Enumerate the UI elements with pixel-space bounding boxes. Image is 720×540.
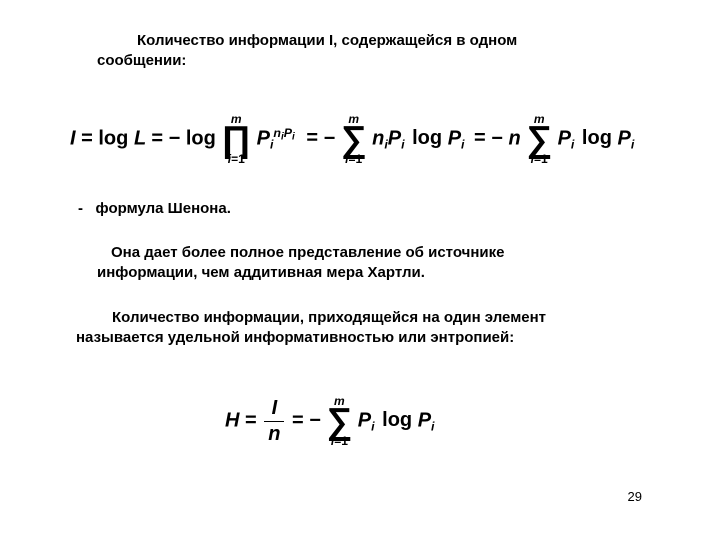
sym-eqH: = (245, 409, 262, 431)
sym-P: P (257, 127, 270, 149)
page-number: 29 (628, 489, 642, 504)
para2-line2: информации, чем аддитивная мера Хартли. (97, 264, 425, 281)
sub-i6: i (631, 138, 634, 152)
sym-n2: n (509, 127, 521, 149)
para3-line2: называется удельной информативностью или… (76, 329, 514, 346)
sym-eq4: = (474, 127, 491, 149)
sym-P5: P (617, 127, 630, 149)
sym-PH: P (358, 409, 371, 431)
sym-minus3: − (491, 127, 503, 149)
sym-eq2: = (151, 127, 168, 149)
sym-P2: P (388, 127, 401, 149)
paragraph-intro: Количество информации I, содержащейся в … (97, 31, 617, 72)
para3-line1: Количество информации, приходящейся на о… (112, 309, 546, 326)
frac-I-over-n: I n (264, 397, 284, 446)
para1-line2: сообщении: (97, 52, 186, 69)
sub-i5: i (571, 138, 574, 152)
sup-nP: niPi (273, 126, 294, 140)
prod-operator: m ∏ i=1 (221, 113, 251, 165)
sym-P4: P (558, 127, 571, 149)
formula-shannon: I = log L = − log m ∏ i=1 PiniPi = − m ∑… (70, 113, 634, 165)
sym-H: H (225, 409, 239, 431)
slide: Количество информации I, содержащейся в … (0, 0, 720, 540)
frac-num: I (264, 397, 284, 421)
sym-logH: log (382, 409, 412, 431)
sym-I: I (70, 127, 76, 149)
sym-minus2: − (324, 127, 336, 149)
sub-iH: i (371, 420, 374, 434)
paragraph-entropy: Количество информации, приходящейся на о… (76, 308, 636, 349)
sym-eq3: = (306, 127, 323, 149)
sym-PH2: P (418, 409, 431, 431)
bullet-shannon: - формула Шенона. (78, 199, 231, 219)
para2-line1: Она дает более полное представление об и… (111, 244, 504, 261)
sym-log3: log (412, 127, 442, 149)
sym-log4: log (582, 127, 612, 149)
formula-entropy: H = I n = − m ∑ i=1 Pi log Pi (225, 395, 435, 447)
bullet-text: формула Шенона. (96, 200, 231, 217)
sum-operator-2: m ∑ i=1 (526, 113, 552, 165)
bullet-dash: - (78, 200, 83, 217)
frac-den: n (264, 421, 284, 446)
sym-log2: log (186, 127, 216, 149)
sub-iH2: i (431, 420, 434, 434)
sym-minus: − (169, 127, 181, 149)
sub-i3: i (401, 138, 404, 152)
sub-i4: i (461, 138, 464, 152)
sym-P3: P (448, 127, 461, 149)
paragraph-explain: Она дает более полное представление об и… (97, 243, 617, 284)
sum-operator-1: m ∑ i=1 (341, 113, 367, 165)
sym-minusH: − (309, 409, 321, 431)
sym-eq: = (81, 127, 98, 149)
sym-log: log (98, 127, 128, 149)
sym-n: n (372, 127, 384, 149)
para1-line1: Количество информации I, содержащейся в … (137, 32, 517, 49)
sym-L: L (134, 127, 146, 149)
sum-entropy: m ∑ i=1 (327, 395, 353, 447)
sym-eqH2: = (292, 409, 309, 431)
